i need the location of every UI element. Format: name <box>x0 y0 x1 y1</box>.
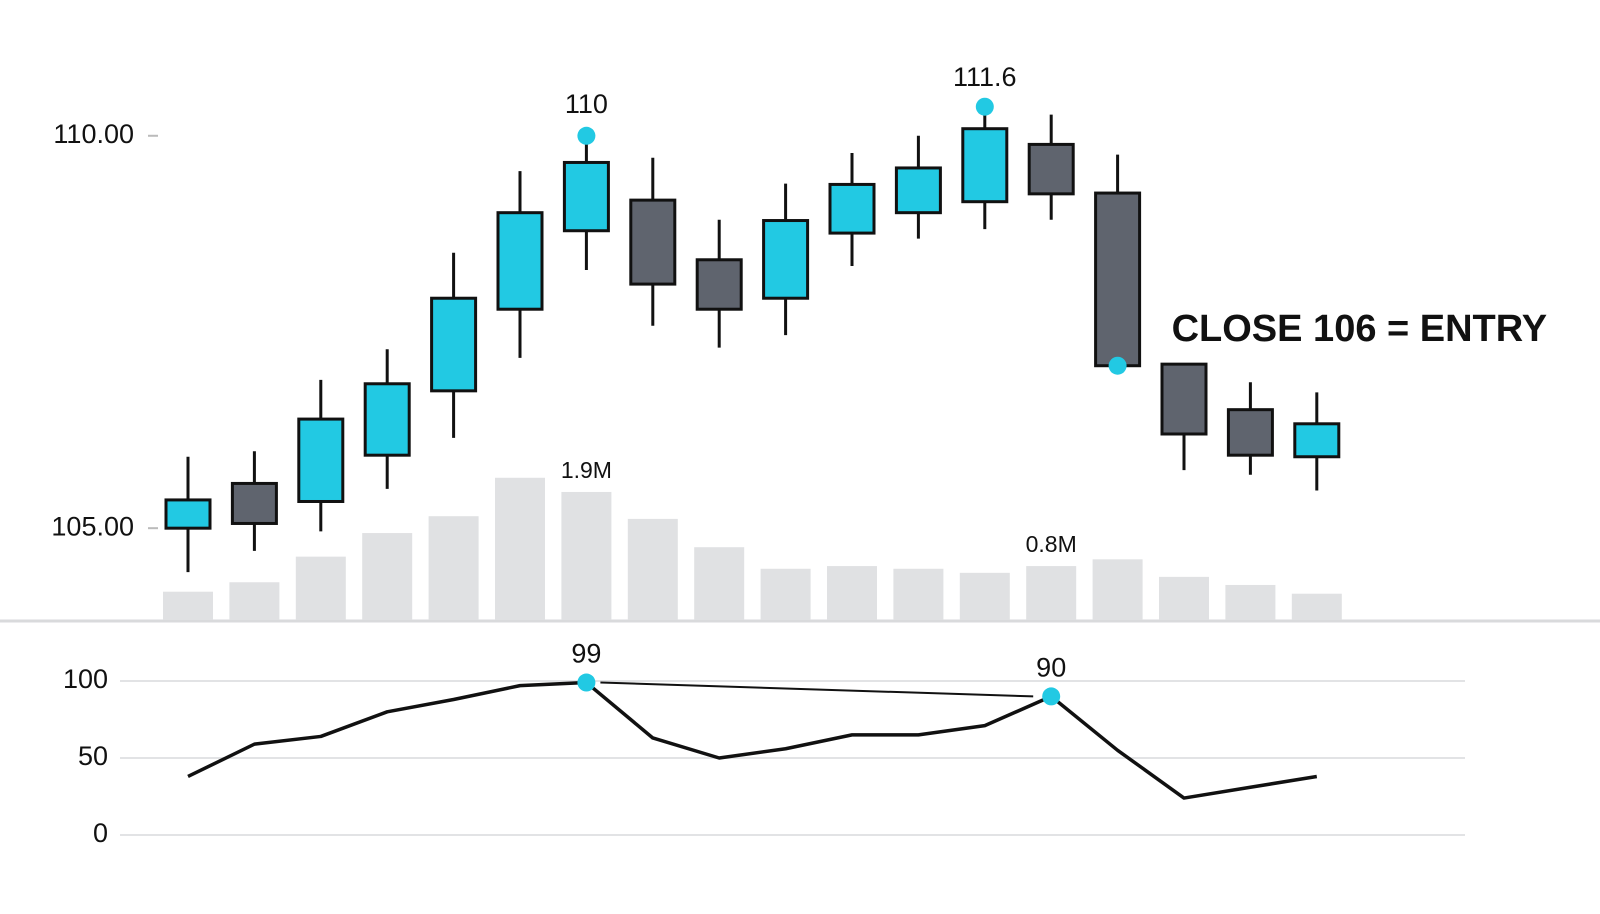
candle-body <box>1027 142 1075 196</box>
candle-body <box>629 198 677 286</box>
volume-bar <box>694 547 745 620</box>
volume-label: 1.9M <box>561 457 612 483</box>
peak-label: 90 <box>1036 653 1066 683</box>
candle-body <box>164 498 212 530</box>
volume-bar <box>561 491 612 620</box>
volume-bar <box>893 568 944 620</box>
divergence-line <box>600 681 1034 698</box>
y-tick-label: 110.00 <box>53 119 134 149</box>
y-tick-label: 100 <box>63 664 108 694</box>
volume-bar <box>627 518 678 620</box>
candle-body <box>297 417 345 503</box>
annotation: 111.6 <box>953 62 1017 92</box>
candle-body <box>230 481 278 525</box>
candle-body <box>496 211 544 311</box>
candle-body <box>828 182 876 235</box>
peak-label: 99 <box>571 639 601 669</box>
volume-bar <box>827 566 877 620</box>
volume-bar <box>1026 566 1077 620</box>
volume-bar <box>1092 559 1143 620</box>
y-tick-label: 0 <box>93 818 108 848</box>
y-tick-label: 105.00 <box>51 511 134 541</box>
volume-bar <box>760 568 811 620</box>
candle-body <box>762 219 810 300</box>
volume-bar <box>495 477 545 620</box>
candle-body <box>1293 422 1341 459</box>
volume-bar <box>163 591 213 620</box>
volume-bar <box>295 556 346 620</box>
annotation: 110 <box>565 89 608 119</box>
volume-bar <box>428 516 479 620</box>
peak-dot <box>1042 687 1061 706</box>
annotation: CLOSE 106 = ENTRY <box>1172 308 1548 350</box>
highlight-dot <box>577 126 596 145</box>
y-tick-label: 50 <box>78 741 108 771</box>
highlight-dot <box>975 97 994 116</box>
candle-body <box>1094 191 1142 368</box>
volume-bar <box>1225 584 1276 620</box>
candle-body <box>894 166 942 215</box>
candle-body <box>695 258 743 311</box>
peak-dot <box>577 673 596 692</box>
volume-bar <box>229 582 280 620</box>
candle-body <box>961 127 1009 204</box>
volume-bar <box>1159 576 1209 620</box>
candle-body <box>363 382 411 457</box>
candle-body <box>562 160 610 233</box>
volume-label: 0.8M <box>1026 531 1077 557</box>
volume-bar <box>362 533 413 620</box>
candle-body <box>430 296 478 393</box>
oscillator-line <box>187 680 1318 800</box>
candle-body <box>1160 362 1208 436</box>
candle-body <box>1226 408 1274 457</box>
highlight-dot <box>1108 356 1127 375</box>
volume-bar <box>959 572 1010 620</box>
volume-bar <box>1291 593 1342 620</box>
